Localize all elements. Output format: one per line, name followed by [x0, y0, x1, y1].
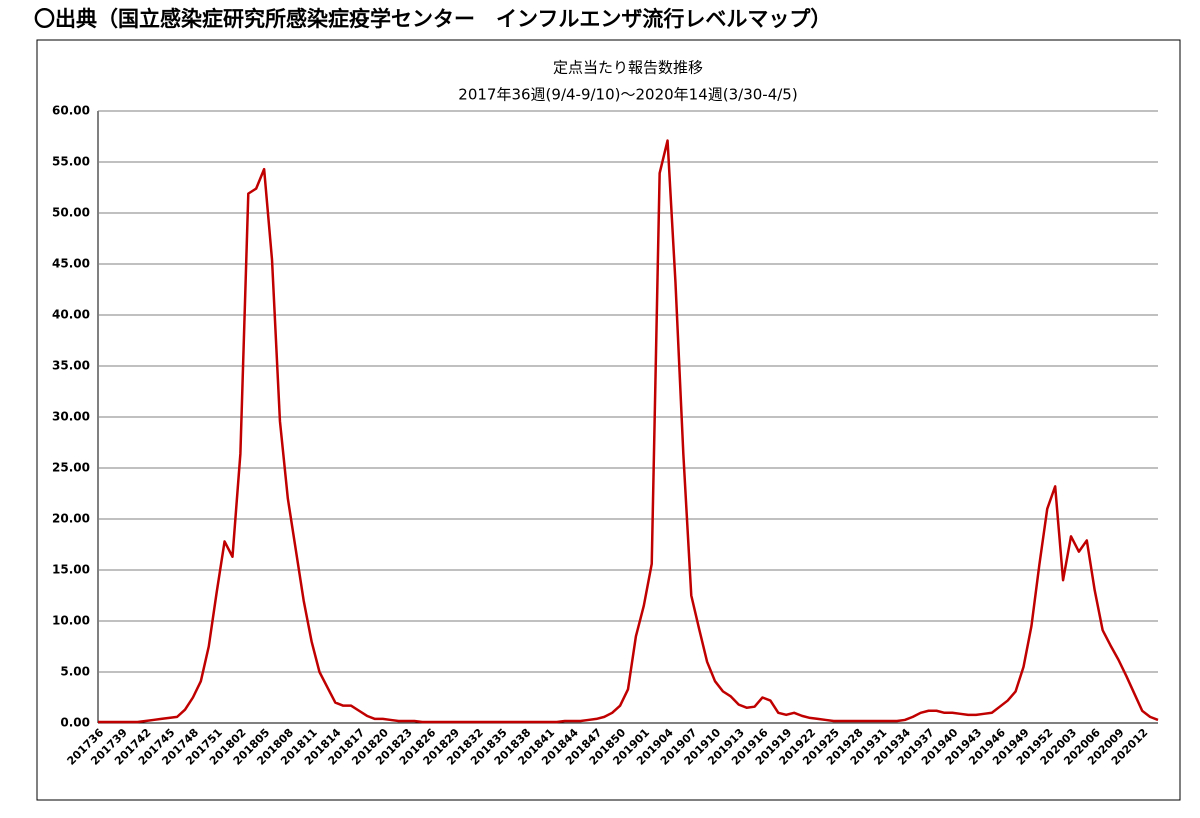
y-tick-label: 30.00	[52, 410, 90, 424]
y-tick-label: 5.00	[60, 665, 90, 679]
y-tick-label: 25.00	[52, 461, 90, 475]
y-tick-label: 45.00	[52, 257, 90, 271]
y-tick-label: 60.00	[52, 104, 90, 118]
y-tick-label: 35.00	[52, 359, 90, 373]
chart-title: 定点当たり報告数推移	[553, 59, 703, 77]
chart-frame	[36, 39, 1181, 801]
data-line	[98, 139, 1159, 724]
chart-subtitle: 2017年36週(9/4-9/10)～2020年14週(3/30-4/5)	[458, 86, 797, 104]
y-tick-label: 20.00	[52, 512, 90, 526]
header-title: 〇出典（国立感染症研究所感染症疫学センター インフルエンザ流行レベルマップ）	[34, 7, 831, 31]
y-tick-label: 0.00	[60, 716, 90, 730]
y-tick-label: 50.00	[52, 206, 90, 220]
y-tick-label: 15.00	[52, 563, 90, 577]
y-tick-label: 55.00	[52, 155, 90, 169]
y-tick-label: 40.00	[52, 308, 90, 322]
y-tick-label: 10.00	[52, 614, 90, 628]
